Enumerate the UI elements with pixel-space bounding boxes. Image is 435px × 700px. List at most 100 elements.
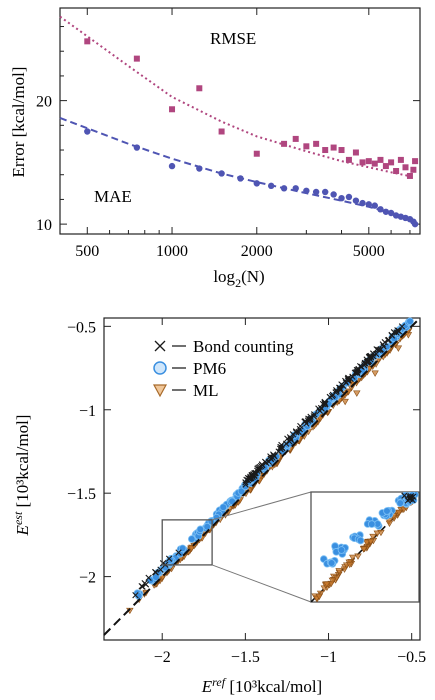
energy-chart-y-label: Eest [10³kcal/mol]	[11, 415, 32, 537]
rmse-point	[338, 147, 345, 154]
rmse-point	[402, 164, 409, 171]
ml-point	[316, 590, 325, 598]
ml-point	[323, 581, 331, 588]
y-tick-label: −0.5	[67, 319, 96, 336]
bond-counting-point	[326, 393, 333, 401]
mae-point	[352, 197, 360, 204]
ml-point	[395, 509, 403, 517]
x-label-main: log	[213, 267, 235, 286]
rmse-point	[397, 156, 404, 163]
y-tick-label: −1	[79, 403, 96, 420]
legend-label: ML	[193, 381, 219, 400]
rmse-point	[281, 140, 288, 147]
pm6-point	[337, 546, 346, 554]
mae-point	[365, 201, 373, 208]
bond-counting-point	[353, 368, 361, 375]
rmse-point	[330, 144, 337, 151]
rmse-point	[322, 147, 329, 154]
bond-counting-point	[321, 399, 328, 407]
pm6-point	[237, 487, 246, 496]
x-tick-label: −1	[320, 649, 337, 666]
legend-circle-icon	[153, 361, 167, 375]
bond-counting-point	[289, 431, 297, 438]
pm6-point	[406, 317, 414, 326]
zoom-region-box	[161, 519, 213, 566]
legend: Bond counting PM6 ML	[152, 337, 294, 400]
mae-point	[359, 199, 366, 207]
mae-point	[168, 162, 176, 170]
legend-label: PM6	[193, 359, 226, 378]
rmse-point	[393, 168, 400, 175]
energy-chart-frame	[103, 317, 421, 641]
x-tick-label: −1.5	[231, 649, 260, 666]
bond-counting-point	[292, 429, 300, 436]
rmse-point	[377, 156, 384, 163]
bond-counting-point	[376, 346, 384, 353]
pm6-point	[356, 536, 365, 545]
mae-point	[321, 188, 329, 196]
bond-counting-point	[302, 418, 309, 425]
rmse-point	[406, 172, 413, 179]
rmse-point	[169, 106, 176, 113]
bond-counting-point	[175, 549, 182, 556]
bond-counting-point	[262, 459, 270, 467]
bond-counting-point	[256, 467, 263, 474]
identity-line	[103, 317, 421, 636]
error-chart-ticks: 500 1000 2000 5000 10 20	[36, 8, 420, 260]
ml-point	[359, 546, 368, 553]
mae-point	[237, 175, 244, 182]
y-label-main: E	[13, 524, 32, 536]
mae-point	[345, 193, 353, 201]
rmse-point	[410, 166, 417, 173]
ml-point	[340, 566, 349, 573]
ml-point	[349, 554, 357, 562]
rmse-point	[292, 135, 299, 142]
bond-counting-point	[316, 407, 324, 415]
y-tick-label: 10	[36, 217, 52, 234]
x-tick-label: −2	[154, 649, 171, 666]
bond-counting-point	[306, 416, 314, 424]
mae-point	[330, 191, 337, 198]
bond-counting-point	[321, 401, 329, 408]
mae-point	[382, 208, 390, 215]
rmse-point	[84, 38, 91, 45]
pm6-point	[367, 520, 376, 528]
error-chart-frame	[59, 7, 421, 235]
bond-counting-point	[297, 422, 304, 430]
rmse-point	[303, 143, 310, 150]
zoom-inset	[161, 491, 420, 603]
x-label-tail: (N)	[241, 267, 265, 286]
ml-point	[363, 539, 371, 547]
y-tick-label: −2	[79, 570, 96, 587]
bond-counting-point	[353, 366, 361, 374]
energy-chart: −2 −1.5 −1 −0.5 −2 −1.5 −1 −0.5 Bond counting PM…	[11, 317, 426, 696]
ml-point	[341, 398, 349, 406]
y-tick-label: −1.5	[67, 486, 96, 503]
ml-point	[369, 533, 377, 541]
mae-point	[267, 182, 275, 190]
ml-point	[353, 390, 361, 397]
y-tick-label: 20	[36, 94, 52, 111]
bond-counting-point	[361, 360, 368, 367]
x-label-main: E	[201, 677, 213, 696]
bond-counting-point	[157, 566, 164, 573]
bond-counting-point	[385, 336, 392, 344]
ml-point	[385, 520, 394, 527]
ml-point	[404, 332, 413, 339]
ml-point	[371, 370, 379, 377]
bond-counting-point	[165, 555, 173, 562]
error-chart-y-label: Error [kcal/mol]	[9, 67, 28, 178]
bond-counting-point	[393, 329, 400, 336]
ml-point	[354, 553, 362, 560]
rmse-annotation: RMSE	[210, 29, 256, 48]
bond-counting-point	[347, 375, 354, 383]
pm6-point	[152, 573, 160, 581]
bond-counting-point	[284, 435, 291, 442]
y-label-tail: [10³kcal/mol]	[13, 415, 32, 512]
mae-point	[280, 185, 288, 192]
mae-point	[253, 180, 260, 187]
rmse-point	[345, 156, 352, 163]
energy-chart-ticks: −2 −1.5 −1 −0.5 −2 −1.5 −1 −0.5	[67, 318, 426, 666]
mae-point	[377, 206, 384, 213]
mae-point	[392, 212, 400, 219]
